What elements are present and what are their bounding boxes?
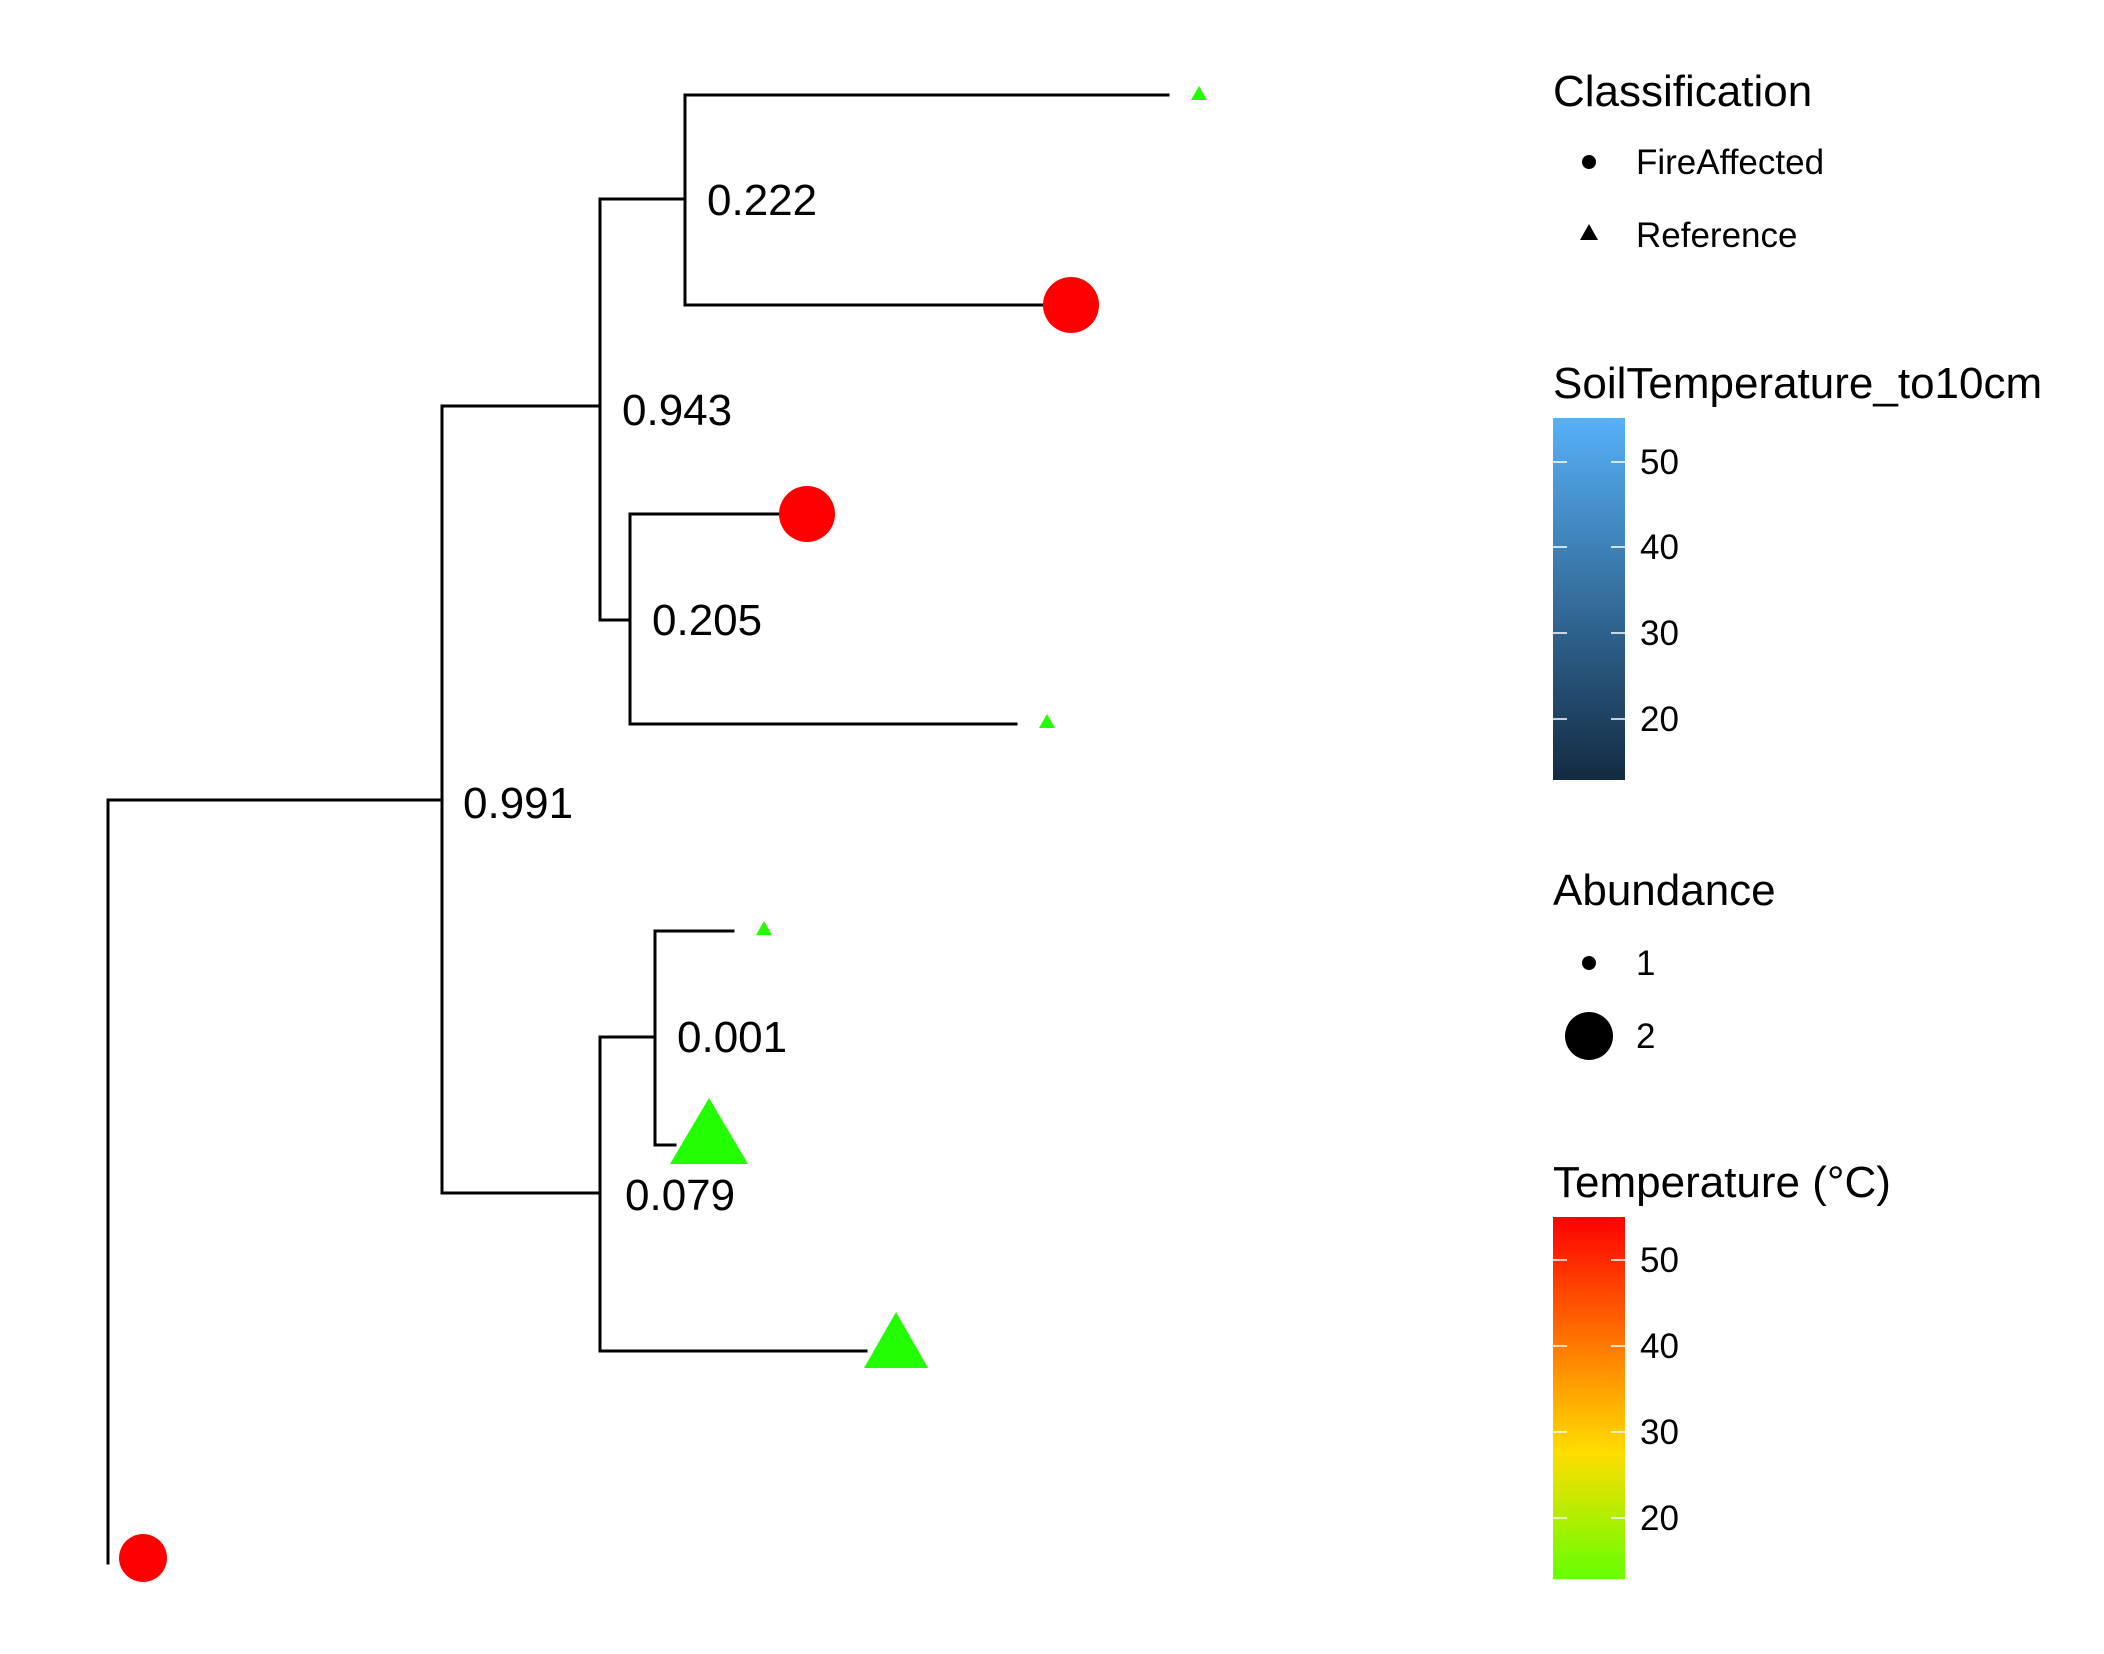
legend-triangle-icon: [1580, 224, 1598, 240]
colorbar: [1553, 1217, 1625, 1579]
tip-marker-reference: [670, 1098, 748, 1164]
legend-title: Abundance: [1553, 866, 1776, 915]
legend-circle-icon: [1582, 155, 1596, 169]
node-label: 0.079: [625, 1171, 735, 1220]
legend-classification: Classification FireAffected Reference: [1553, 67, 1824, 255]
colorbar-tick-label: 50: [1640, 1241, 1679, 1280]
tip-marker-fireaffected: [119, 1534, 167, 1582]
node-label: 0.991: [463, 779, 573, 828]
legend-large-circle-icon: [1565, 1012, 1613, 1060]
colorbar: [1553, 418, 1625, 780]
colorbar-tick-label: 20: [1640, 700, 1679, 739]
node-label: 0.222: [707, 176, 817, 225]
legend-item-label: 2: [1636, 1017, 1655, 1056]
tip-marker-reference: [1191, 86, 1207, 100]
legend-item-label: Reference: [1636, 216, 1797, 255]
legend-item-label: FireAffected: [1636, 143, 1824, 182]
legend-soil-temperature: SoilTemperature_to10cm 50 40 30 20: [1553, 359, 2042, 780]
colorbar-tick-label: 40: [1640, 1327, 1679, 1366]
tip-marker-reference: [756, 921, 772, 935]
tip-marker-fireaffected: [779, 486, 835, 542]
node-label: 0.943: [622, 386, 732, 435]
node-label: 0.205: [652, 596, 762, 645]
colorbar-ticks: [1553, 461, 1625, 720]
colorbar-tick-label: 30: [1640, 614, 1679, 653]
tree-branches: [106, 93, 1170, 1565]
tip-markers: [119, 86, 1207, 1582]
tip-marker-fireaffected: [1043, 277, 1099, 333]
legend-temperature: Temperature (°C) 50 40 30 20: [1553, 1158, 1891, 1579]
colorbar-tick-label: 40: [1640, 528, 1679, 567]
legend-title: Temperature (°C): [1553, 1158, 1891, 1207]
colorbar-tick-label: 50: [1640, 443, 1679, 482]
colorbar-tick-label: 20: [1640, 1499, 1679, 1538]
tip-marker-reference: [1039, 714, 1055, 728]
node-labels: 0.222 0.943 0.205 0.991 0.001 0.079: [463, 176, 817, 1220]
tip-marker-reference: [864, 1312, 928, 1368]
legend-abundance: Abundance 1 2: [1553, 866, 1776, 1060]
legend-title: SoilTemperature_to10cm: [1553, 359, 2042, 408]
legend-title: Classification: [1553, 67, 1812, 116]
node-label: 0.001: [677, 1013, 787, 1062]
legend-small-circle-icon: [1582, 956, 1596, 970]
colorbar-ticks: [1553, 1259, 1625, 1519]
colorbar-tick-label: 30: [1640, 1413, 1679, 1452]
legend-item-label: 1: [1636, 944, 1655, 983]
